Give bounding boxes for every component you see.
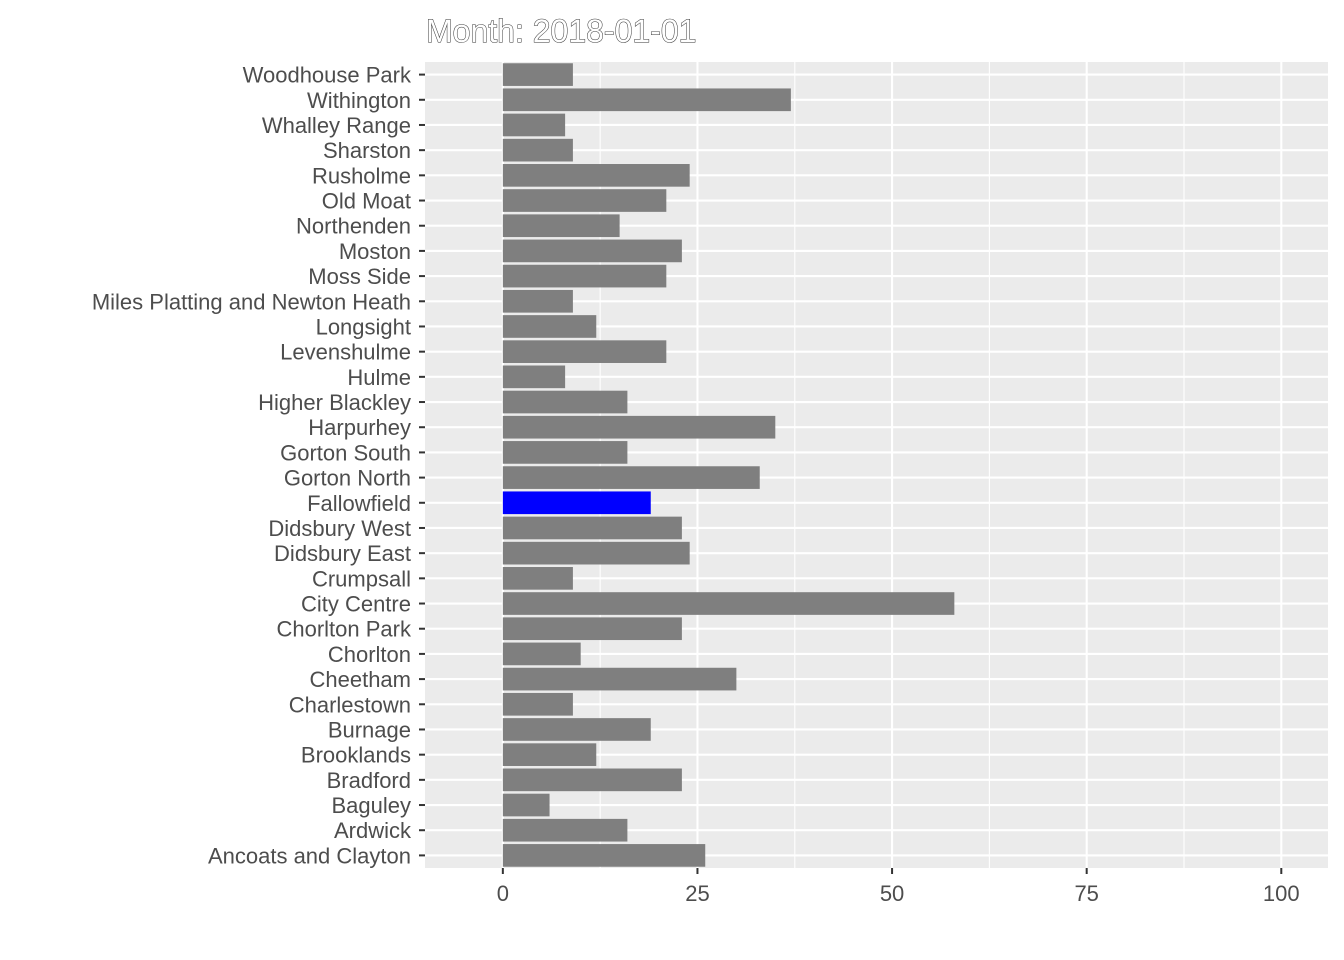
- bar: [502, 441, 628, 464]
- y-tick-label: Whalley Range: [262, 113, 411, 138]
- y-tick-label: Harpurhey: [308, 415, 411, 440]
- bar: [502, 189, 667, 212]
- bars: [502, 63, 955, 867]
- y-tick-label: Crumpsall: [312, 566, 411, 591]
- y-tick-label: Higher Blackley: [258, 390, 411, 415]
- y-tick-label: Longsight: [316, 314, 411, 339]
- bar: [502, 818, 628, 842]
- y-tick-label: Brooklands: [301, 743, 411, 768]
- bar: [502, 138, 573, 162]
- y-tick-label: Moss Side: [308, 264, 411, 289]
- bar: [502, 743, 597, 766]
- y-tick-label: Baguley: [331, 793, 411, 818]
- bar: [502, 88, 791, 112]
- bar: [502, 264, 667, 288]
- bar: [502, 113, 566, 137]
- y-tick-label: Levenshulme: [280, 340, 411, 365]
- bar: [502, 164, 690, 187]
- y-tick-label: Northenden: [296, 214, 411, 239]
- bar: [502, 239, 682, 263]
- bar: [502, 642, 581, 666]
- bar: [502, 844, 706, 867]
- bar: [502, 466, 760, 489]
- y-tick-label: Chorlton: [328, 642, 411, 667]
- x-tick-label: 50: [880, 881, 904, 906]
- bar: [502, 617, 682, 641]
- bar: [502, 340, 667, 363]
- y-tick-label: Cheetham: [309, 667, 411, 692]
- bar: [502, 541, 690, 565]
- bar: [502, 793, 550, 817]
- y-tick-label: Didsbury West: [268, 516, 411, 541]
- y-tick-label: Moston: [339, 239, 411, 264]
- bar: [502, 667, 737, 691]
- bar: [502, 768, 682, 792]
- y-tick-label: Woodhouse Park: [243, 63, 412, 88]
- y-tick-label: Didsbury East: [274, 541, 411, 566]
- bar: [502, 289, 573, 313]
- bar: [502, 491, 651, 515]
- y-tick-label: Ancoats and Clayton: [208, 843, 411, 868]
- y-tick-label: Gorton North: [284, 466, 411, 491]
- y-tick-label: City Centre: [301, 592, 411, 617]
- y-tick-label: Charlestown: [289, 692, 411, 717]
- y-tick-label: Bradford: [327, 768, 411, 793]
- bar: [502, 567, 573, 590]
- y-tick-label: Chorlton Park: [276, 617, 412, 642]
- bar: [502, 415, 776, 439]
- y-tick-label: Old Moat: [322, 189, 411, 214]
- x-tick-label: 100: [1263, 881, 1300, 906]
- y-tick-label: Gorton South: [280, 440, 411, 465]
- y-tick-label: Burnage: [328, 717, 411, 742]
- x-axis: 0 25 50 75 100: [497, 868, 1300, 906]
- bar: [502, 390, 628, 414]
- bar: [502, 315, 597, 338]
- x-tick-label: 25: [685, 881, 709, 906]
- chart-title: Month: 2018-01-01: [426, 13, 696, 49]
- y-tick-label: Sharston: [323, 138, 411, 163]
- x-tick-label: 75: [1074, 881, 1098, 906]
- bar: [502, 214, 620, 238]
- bar: [502, 718, 651, 741]
- bar: [502, 365, 566, 389]
- y-tick-label: Withington: [307, 88, 411, 113]
- bar: [502, 63, 573, 86]
- y-tick-label: Ardwick: [334, 818, 412, 843]
- bar: [502, 516, 682, 540]
- y-tick-label: Hulme: [347, 365, 411, 390]
- x-tick-label: 0: [497, 881, 509, 906]
- bar: [502, 592, 955, 615]
- y-tick-label: Miles Platting and Newton Heath: [92, 289, 411, 314]
- bar: [502, 692, 573, 716]
- y-tick-label: Fallowfield: [307, 491, 411, 516]
- y-tick-label: Rusholme: [312, 163, 411, 188]
